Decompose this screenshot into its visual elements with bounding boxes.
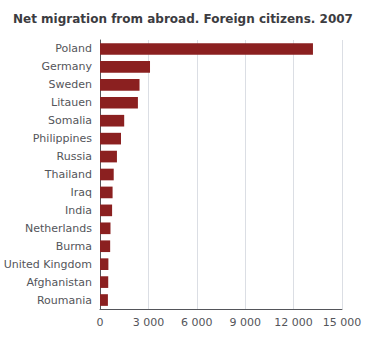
svg-text:Russia: Russia [57, 150, 92, 163]
svg-text:Poland: Poland [55, 42, 92, 55]
svg-text:Germany: Germany [41, 60, 92, 73]
svg-text:12 000: 12 000 [274, 316, 313, 329]
svg-text:Iraq: Iraq [71, 186, 93, 199]
svg-text:Burma: Burma [56, 240, 92, 253]
svg-text:United Kingdom: United Kingdom [4, 258, 92, 271]
svg-text:0: 0 [97, 316, 104, 329]
svg-text:India: India [65, 204, 92, 217]
svg-text:15 000: 15 000 [323, 316, 362, 329]
svg-text:Roumania: Roumania [37, 294, 92, 307]
svg-text:Litauen: Litauen [51, 96, 92, 109]
svg-text:Net migration from abroad. For: Net migration from abroad. Foreign citiz… [13, 12, 353, 26]
svg-text:Somalia: Somalia [48, 114, 92, 127]
svg-text:Philippines: Philippines [33, 132, 93, 145]
svg-text:3 000: 3 000 [133, 316, 165, 329]
svg-text:Thailand: Thailand [44, 168, 92, 181]
svg-text:Afghanistan: Afghanistan [27, 276, 93, 289]
svg-text:9 000: 9 000 [229, 316, 261, 329]
svg-text:Sweden: Sweden [49, 78, 92, 91]
svg-text:Netherlands: Netherlands [25, 222, 92, 235]
svg-text:6 000: 6 000 [181, 316, 213, 329]
